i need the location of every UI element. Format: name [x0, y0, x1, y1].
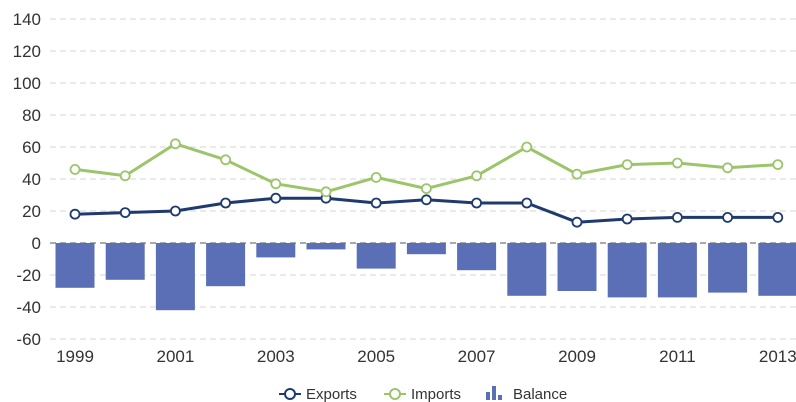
- x-tick-label: 2003: [257, 347, 295, 366]
- legend-item-balance[interactable]: Balance: [486, 386, 567, 402]
- imports-point: [621, 159, 633, 171]
- legend-item-exports[interactable]: Exports: [279, 386, 357, 402]
- x-tick-label: 2013: [759, 347, 796, 366]
- balance-bar: [457, 243, 497, 271]
- exports-point: [270, 192, 282, 204]
- imports-point: [169, 138, 181, 150]
- imports-point: [69, 163, 81, 175]
- x-tick-label: 2001: [156, 347, 194, 366]
- y-tick-label: -40: [16, 298, 41, 317]
- imports-point: [722, 162, 733, 174]
- imports-point: [672, 157, 683, 169]
- x-tick-label: 2011: [659, 347, 696, 366]
- balance-bar: [708, 243, 748, 293]
- y-tick-label: 120: [13, 42, 41, 61]
- exports-point: [722, 211, 733, 223]
- x-tick-label: 2005: [357, 347, 395, 366]
- balance-bar: [507, 243, 547, 296]
- imports-point: [220, 154, 232, 166]
- exports-point: [521, 197, 533, 209]
- balance-bar: [557, 243, 597, 291]
- exports-point: [420, 194, 432, 206]
- exports-point: [220, 197, 232, 209]
- exports-point: [69, 208, 81, 220]
- imports-point: [270, 178, 282, 190]
- legend-label: Imports: [411, 386, 461, 402]
- x-axis: 1999 2001 2003 2005 2007 2009 2011 2013: [56, 347, 796, 366]
- legend-marker: [389, 388, 401, 400]
- line-series: [69, 138, 784, 228]
- balance-bar: [105, 243, 145, 280]
- imports-point: [571, 168, 583, 180]
- y-tick-label: 80: [22, 106, 41, 125]
- balance-bar: [356, 243, 396, 269]
- balance-bar: [55, 243, 95, 288]
- exports-point: [169, 205, 181, 217]
- legend-label: Exports: [306, 386, 357, 402]
- legend[interactable]: Exports Imports Balance: [279, 386, 567, 402]
- y-tick-label: -60: [16, 330, 41, 349]
- imports-point: [320, 186, 332, 198]
- exports-point: [370, 197, 382, 209]
- y-tick-label: 60: [22, 138, 41, 157]
- balance-bar: [406, 243, 446, 255]
- y-tick-label: -20: [16, 266, 41, 285]
- balance-bars: [55, 243, 796, 311]
- legend-label: Balance: [513, 386, 567, 402]
- imports-point: [471, 170, 483, 182]
- balance-bar: [155, 243, 195, 311]
- exports-point: [471, 197, 483, 209]
- balance-bar: [657, 243, 697, 298]
- y-tick-label: 140: [13, 10, 41, 29]
- exports-point: [119, 207, 131, 219]
- x-tick-label: 2009: [558, 347, 596, 366]
- exports-point: [672, 211, 683, 223]
- imports-point: [420, 183, 432, 195]
- y-tick-label: 40: [22, 170, 41, 189]
- y-axis: -60 -40 -20 0 20 40 60 80 100 120 140: [13, 10, 41, 349]
- y-tick-label: 0: [32, 234, 41, 253]
- exports-point: [621, 213, 633, 225]
- exports-point: [571, 216, 583, 228]
- exports-point: [772, 211, 784, 223]
- imports-point: [521, 141, 533, 153]
- imports-point: [370, 171, 382, 183]
- legend-marker: [284, 388, 296, 400]
- y-tick-label: 100: [13, 74, 41, 93]
- imports-point: [772, 159, 784, 171]
- balance-bar: [758, 243, 796, 296]
- imports-point: [119, 170, 131, 182]
- x-tick-label: 1999: [56, 347, 94, 366]
- x-tick-label: 2007: [458, 347, 496, 366]
- bar-chart-icon: [486, 386, 502, 400]
- balance-bar: [256, 243, 296, 258]
- legend-item-imports[interactable]: Imports: [384, 386, 461, 402]
- y-tick-label: 20: [22, 202, 41, 221]
- balance-bar: [306, 243, 346, 250]
- balance-bar: [607, 243, 647, 298]
- balance-bar: [206, 243, 246, 287]
